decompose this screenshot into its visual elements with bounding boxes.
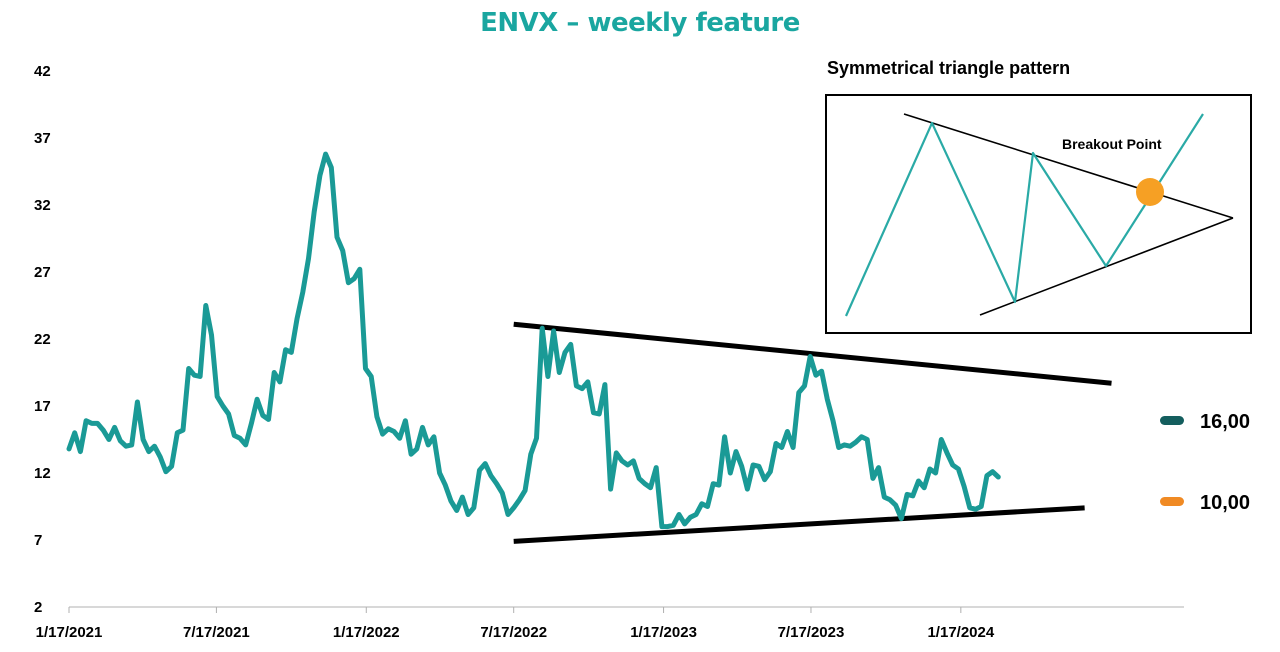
inset-frame xyxy=(825,94,1252,334)
chart-title: ENVX – weekly feature xyxy=(480,8,800,38)
series-group xyxy=(66,151,1001,530)
y-tick-label: 2 xyxy=(34,599,42,616)
trendlines xyxy=(513,321,1112,544)
x-tick-label: 1/17/2023 xyxy=(630,624,697,641)
x-tick-labels: 1/17/2021 7/17/2021 1/17/2022 7/17/2022 1/17… xyxy=(36,607,995,641)
inset-title: Symmetrical triangle pattern xyxy=(827,58,1070,78)
x-tick-label: 7/17/2021 xyxy=(183,624,250,641)
y-tick-label: 32 xyxy=(34,197,51,214)
trendline-lower xyxy=(513,505,1085,544)
series-line xyxy=(66,151,1001,530)
inset-price-path xyxy=(844,113,1204,317)
x-tick-label: 7/17/2022 xyxy=(480,624,547,641)
legend-swatch-orange xyxy=(1160,497,1184,506)
y-tick-label: 22 xyxy=(34,331,51,348)
legend: 16,00 10,00 xyxy=(1160,411,1250,514)
legend-label-2: 10,00 xyxy=(1200,492,1250,514)
legend-swatch-dark xyxy=(1160,416,1184,425)
y-tick-label: 7 xyxy=(34,532,42,549)
inset-diagram: Symmetrical triangle pattern Breakout Po… xyxy=(825,58,1252,334)
x-tick-label: 1/17/2024 xyxy=(927,624,994,641)
legend-label-1: 16,00 xyxy=(1200,411,1250,433)
y-tick-label: 37 xyxy=(34,130,51,147)
y-tick-label: 17 xyxy=(34,398,51,415)
x-tick-label: 1/17/2021 xyxy=(36,624,103,641)
y-tick-label: 27 xyxy=(34,264,51,281)
inset-upper-trendline xyxy=(903,113,1234,219)
breakout-point-label: Breakout Point xyxy=(1062,136,1162,152)
breakout-point-dot xyxy=(1136,178,1164,206)
y-tick-label: 42 xyxy=(34,63,51,80)
trendline-upper xyxy=(513,321,1112,386)
x-tick-label: 1/17/2022 xyxy=(333,624,400,641)
y-tick-label: 12 xyxy=(34,465,51,482)
x-tick-label: 7/17/2023 xyxy=(778,624,845,641)
